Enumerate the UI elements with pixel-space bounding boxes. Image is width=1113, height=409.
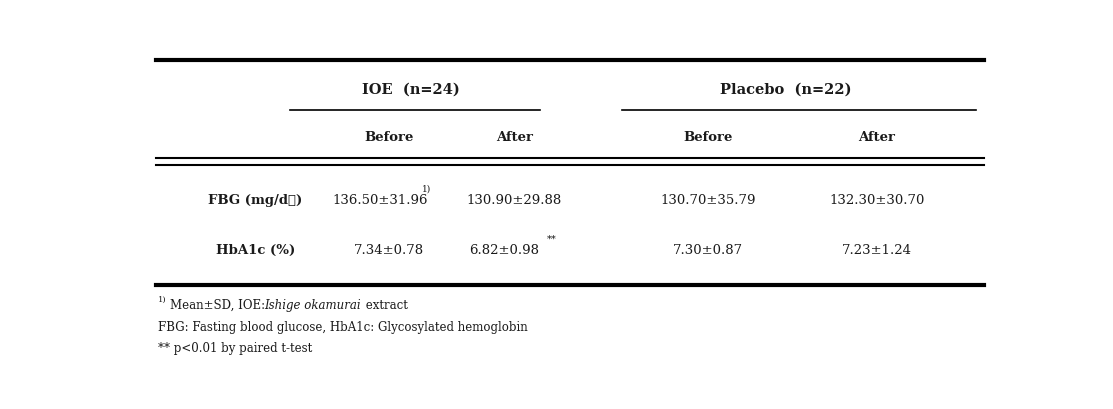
Text: Ishige okamurai: Ishige okamurai [264, 299, 361, 312]
Text: **: ** [548, 235, 556, 244]
Text: 136.50±31.96: 136.50±31.96 [333, 194, 429, 207]
Text: 132.30±30.70: 132.30±30.70 [829, 194, 924, 207]
Text: 130.90±29.88: 130.90±29.88 [466, 194, 562, 207]
Text: extract: extract [362, 299, 407, 312]
Text: 130.70±35.79: 130.70±35.79 [661, 194, 756, 207]
Text: 6.82±0.98: 6.82±0.98 [469, 244, 539, 257]
Text: 7.30±0.87: 7.30±0.87 [673, 244, 743, 257]
Text: FBG: Fasting blood glucose, HbA1c: Glycosylated hemoglobin: FBG: Fasting blood glucose, HbA1c: Glyco… [158, 321, 528, 334]
Text: 7.23±1.24: 7.23±1.24 [841, 244, 912, 257]
Text: After: After [858, 131, 895, 144]
Text: HbA1c (%): HbA1c (%) [216, 244, 295, 257]
Text: 1): 1) [158, 295, 167, 303]
Text: Placebo  (n=22): Placebo (n=22) [720, 83, 851, 97]
Text: IOE  (n=24): IOE (n=24) [362, 83, 460, 97]
Text: Before: Before [683, 131, 733, 144]
Text: After: After [496, 131, 533, 144]
Text: Mean±SD, IOE:: Mean±SD, IOE: [170, 299, 269, 312]
Text: FBG (mg/dℓ): FBG (mg/dℓ) [208, 194, 303, 207]
Text: 7.34±0.78: 7.34±0.78 [354, 244, 424, 257]
Text: 1): 1) [422, 185, 432, 194]
Text: ** p<0.01 by paired t-test: ** p<0.01 by paired t-test [158, 342, 313, 355]
Text: Before: Before [365, 131, 414, 144]
